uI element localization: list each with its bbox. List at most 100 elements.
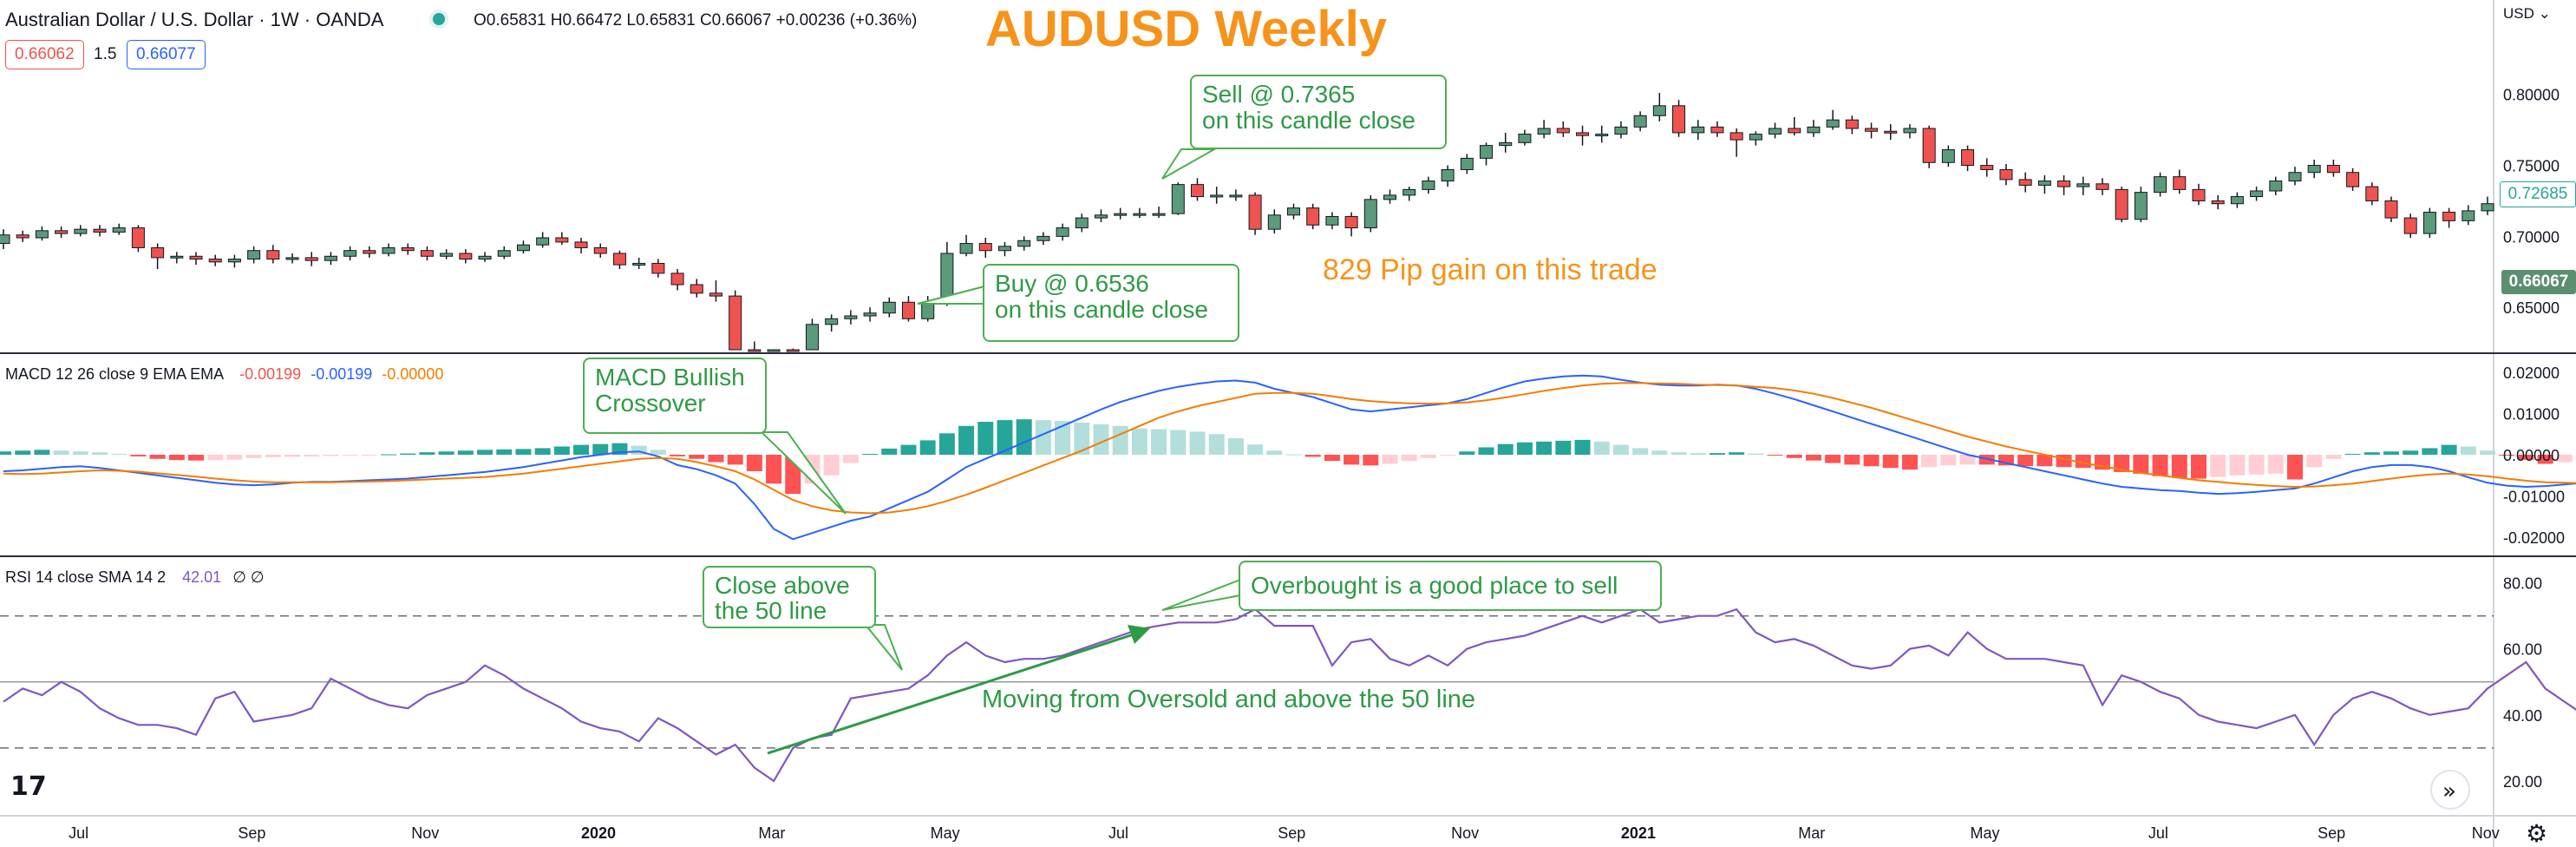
close-pointer bbox=[863, 624, 903, 671]
candle-body bbox=[1267, 214, 1281, 230]
macd-histogram-bar bbox=[534, 448, 551, 455]
macd-histogram-bar bbox=[881, 448, 898, 455]
symbol-title: Australian Dollar / U.S. Dollar · 1W · O… bbox=[5, 9, 384, 30]
candle-body bbox=[0, 234, 10, 245]
macd-histogram-bar bbox=[823, 455, 840, 476]
macd-annotation-line1: MACD Bullish bbox=[595, 364, 745, 391]
macd-histogram-bar bbox=[1227, 438, 1244, 455]
candle-body bbox=[401, 246, 415, 252]
ask-price-button[interactable]: 0.66077 bbox=[127, 40, 206, 69]
candle-body bbox=[516, 244, 530, 252]
macd-histogram-bar bbox=[2422, 448, 2438, 455]
macd-line bbox=[3, 374, 2576, 541]
candle-body bbox=[2250, 190, 2264, 198]
macd-histogram-bar bbox=[1093, 424, 1109, 455]
macd-histogram-bar bbox=[457, 450, 474, 455]
rsi-tick-label: 80.00 bbox=[2503, 575, 2542, 593]
candle-body bbox=[536, 237, 550, 246]
macd-histogram-bar bbox=[304, 455, 320, 456]
buy-annotation-line1: Buy @ 0.6536 bbox=[995, 270, 1149, 297]
overbought-pointer bbox=[1161, 578, 1241, 611]
candle-body bbox=[1807, 126, 1821, 134]
macd-histogram-bar bbox=[1593, 441, 1610, 455]
macd-histogram-bar bbox=[1709, 453, 1725, 455]
candle-body bbox=[459, 253, 473, 260]
macd-histogram-bar bbox=[0, 451, 11, 455]
scroll-to-latest-button[interactable] bbox=[2430, 770, 2470, 810]
macd-legend: MACD 12 26 close 9 EMA EMA -0.00199 -0.0… bbox=[5, 365, 443, 384]
candle-body bbox=[1961, 149, 1975, 167]
candle-body bbox=[863, 312, 877, 317]
candle-body bbox=[1441, 168, 1455, 182]
macd-hist-value: -0.00000 bbox=[382, 365, 444, 383]
candle-body bbox=[709, 292, 722, 297]
candle-body bbox=[1133, 213, 1147, 216]
bid-price-button[interactable]: 0.66062 bbox=[5, 40, 84, 69]
candle-body bbox=[786, 349, 800, 352]
candle-body bbox=[304, 257, 318, 261]
macd-histogram-bar bbox=[2056, 455, 2072, 468]
candle-body bbox=[651, 262, 665, 274]
macd-histogram bbox=[0, 419, 2573, 495]
macd-histogram-bar bbox=[2114, 455, 2130, 472]
macd-histogram-bar bbox=[2518, 455, 2534, 460]
candle-body bbox=[1865, 128, 1879, 132]
candle-body bbox=[2173, 176, 2187, 190]
macd-histogram-bar bbox=[1324, 455, 1340, 462]
candle-body bbox=[2462, 210, 2475, 221]
spread-value: 1.5 bbox=[94, 45, 117, 63]
macd-tick-label: 0.02000 bbox=[2503, 364, 2560, 382]
candle-body bbox=[729, 295, 742, 351]
chevron-down-icon: ⌄ bbox=[2534, 5, 2551, 22]
candle-body bbox=[74, 228, 88, 234]
candle-body bbox=[1537, 128, 1551, 135]
macd-histogram-bar bbox=[670, 455, 686, 456]
candle-body bbox=[208, 259, 222, 263]
macd-histogram-bar bbox=[746, 455, 762, 471]
macd-histogram-bar bbox=[1208, 434, 1225, 455]
close-annotation-line2: the 50 line bbox=[715, 597, 827, 624]
macd-histogram-bar bbox=[1363, 455, 1379, 466]
sell-annotation-line2: on this candle close bbox=[1202, 107, 1415, 134]
macd-histogram-bar bbox=[1478, 447, 1494, 455]
macd-histogram-bar bbox=[1285, 454, 1302, 456]
macd-histogram-bar bbox=[1401, 455, 1417, 462]
candle-body bbox=[882, 301, 896, 314]
candle-body bbox=[2095, 183, 2109, 190]
macd-tick-label: -0.02000 bbox=[2503, 529, 2565, 547]
overbought-annotation-text: Overbought is a good place to sell bbox=[1251, 572, 1618, 599]
moving-arrow-head bbox=[1128, 625, 1150, 644]
candle-body bbox=[767, 349, 781, 352]
candle-body bbox=[1363, 199, 1377, 229]
time-tick-label: 2020 bbox=[581, 824, 616, 842]
currency-dropdown[interactable]: USD ⌄ bbox=[2503, 5, 2551, 23]
macd-histogram-bar bbox=[515, 449, 532, 455]
time-tick-label: Jul bbox=[1108, 824, 1128, 842]
macd-histogram-bar bbox=[1266, 450, 1283, 455]
candle-body bbox=[2346, 172, 2360, 187]
macd-histogram-bar bbox=[168, 455, 185, 461]
time-tick-label: Jul bbox=[69, 824, 88, 842]
candle-body bbox=[1460, 157, 1474, 170]
macd-histogram-bar bbox=[1863, 455, 1880, 467]
macd-histogram-bar bbox=[207, 455, 224, 461]
overbought-annotation: Overbought is a good place to sell bbox=[1239, 561, 1662, 611]
macd-histogram-bar bbox=[53, 450, 69, 455]
macd-histogram-bar bbox=[1844, 455, 1860, 465]
macd-histogram-bar bbox=[573, 444, 590, 455]
macd-histogram-bar bbox=[1459, 451, 1475, 455]
macd-histogram-bar bbox=[1767, 455, 1783, 456]
candle-body bbox=[420, 250, 434, 257]
candle-body bbox=[1114, 213, 1128, 216]
candle-body bbox=[1922, 128, 1936, 163]
candle-body bbox=[363, 250, 376, 254]
candle-body bbox=[1691, 126, 1705, 134]
gear-icon[interactable]: ⚙ bbox=[2526, 819, 2547, 847]
candle-body bbox=[1710, 126, 1724, 134]
sell-pointer bbox=[1161, 148, 1218, 180]
candle-body bbox=[997, 246, 1011, 252]
macd-histogram-bar bbox=[477, 450, 494, 455]
time-tick-label: Mar bbox=[1798, 824, 1825, 842]
candle-body bbox=[2442, 212, 2456, 221]
macd-histogram-bar bbox=[1748, 453, 1764, 455]
